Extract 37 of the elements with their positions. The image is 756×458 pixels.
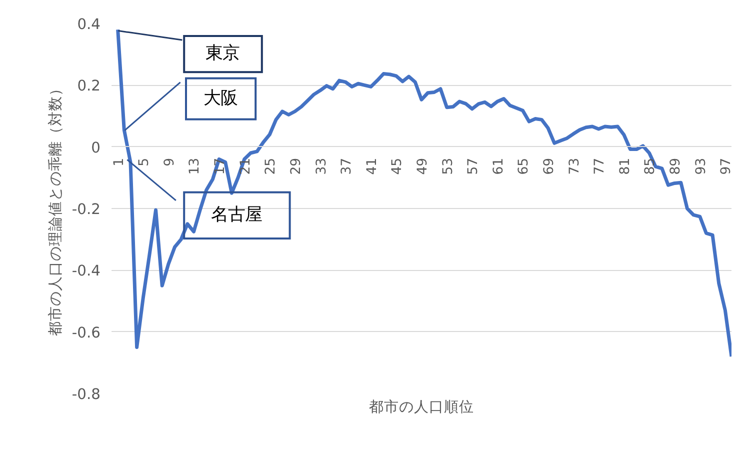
y-tick-label: 0.2: [77, 78, 101, 95]
x-tick-label: 85: [643, 158, 658, 175]
y-tick-label: 0: [91, 139, 101, 156]
x-tick-label: 41: [364, 158, 380, 175]
y-tick-label: -0.8: [72, 386, 101, 403]
x-axis-title: 都市の人口順位: [369, 398, 474, 416]
y-tick-label: -0.4: [72, 262, 101, 280]
x-tick-label: 25: [264, 158, 279, 175]
x-tick-label: 53: [440, 158, 456, 175]
x-tick-label: 33: [314, 158, 330, 175]
x-tick-label: 65: [516, 158, 532, 175]
y-tick-label: 0.4: [77, 16, 101, 33]
x-tick-label: 89: [668, 158, 684, 175]
x-tick-label: 29: [288, 158, 304, 175]
x-tick-label: 57: [466, 158, 482, 175]
y-tick-label: -0.2: [72, 201, 101, 218]
x-tick-label: 37: [340, 158, 355, 175]
x-tick-label: 13: [188, 158, 203, 175]
x-tick-label: 77: [592, 158, 608, 175]
x-tick-label: 73: [567, 158, 582, 175]
x-tick-label: 81: [618, 158, 633, 175]
x-tick-label: 45: [390, 158, 406, 175]
x-tick-label: 61: [491, 158, 506, 175]
x-tick-label: 69: [542, 158, 558, 175]
x-tick-label: 97: [719, 158, 734, 175]
x-tick-label: 21: [238, 158, 254, 175]
x-tick-label: 49: [416, 158, 430, 175]
x-tick-label: 93: [694, 158, 709, 175]
y-axis-title: 都市の人口の理論値との乖離（対数）: [46, 81, 64, 336]
x-tick-label: 17: [213, 158, 228, 175]
x-tick-label: 1: [112, 158, 127, 166]
annotation: 大阪: [203, 88, 238, 108]
annotation: 東京: [206, 44, 240, 64]
x-tick-label: 9: [162, 158, 178, 166]
annotation: 名古屋: [210, 204, 262, 225]
y-tick-label: -0.6: [72, 324, 101, 342]
x-tick-label: 5: [137, 158, 152, 166]
